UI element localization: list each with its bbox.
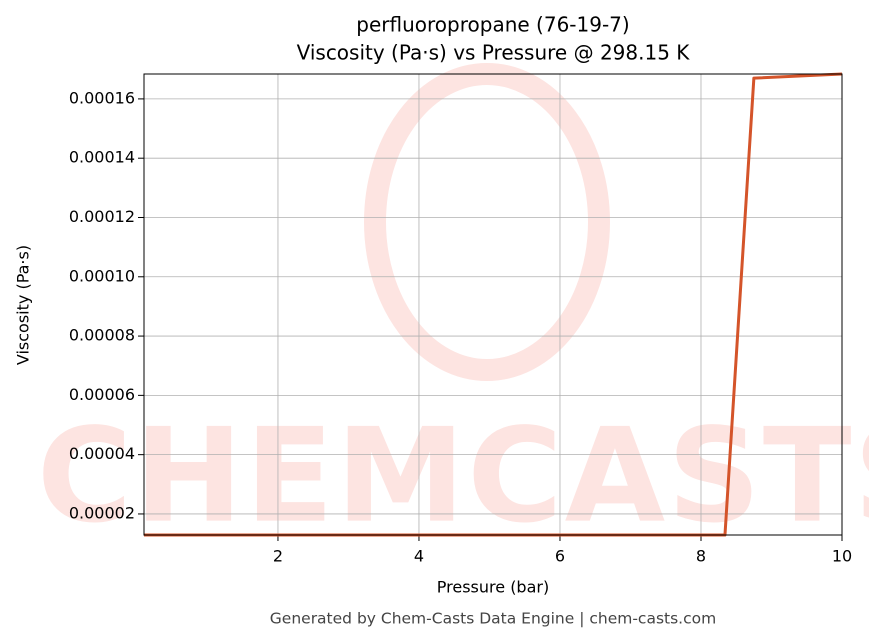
chart-title: perfluoropropane (76-19-7)	[356, 13, 629, 37]
watermark: CHEMCASTS	[37, 400, 869, 552]
y-axis-label: Viscosity (Pa·s)	[14, 245, 33, 365]
y-tick-label: 0.00012	[69, 207, 135, 226]
y-tick-label: 0.00010	[69, 266, 135, 285]
watermark-logo	[364, 63, 610, 381]
y-tick-label: 0.00006	[69, 385, 135, 404]
footer: Generated by Chem-Casts Data Engine | ch…	[270, 610, 716, 628]
plot-frame	[143, 73, 843, 536]
y-tick-label: 0.00014	[69, 148, 135, 167]
chart-subtitle: Viscosity (Pa·s) vs Pressure @ 298.15 K	[297, 41, 691, 65]
x-tick-label: 4	[414, 547, 424, 566]
y-tick-label: 0.00002	[69, 503, 135, 522]
x-axis-label: Pressure (bar)	[437, 578, 549, 597]
y-tick-label: 0.00008	[69, 326, 135, 345]
x-tick-label: 10	[832, 547, 852, 566]
y-tick-label: 0.00016	[69, 88, 135, 107]
x-tick-label: 8	[696, 547, 706, 566]
x-tick-label: 6	[555, 547, 565, 566]
y-tick-label: 0.00004	[69, 444, 135, 463]
x-tick-label: 2	[273, 547, 283, 566]
